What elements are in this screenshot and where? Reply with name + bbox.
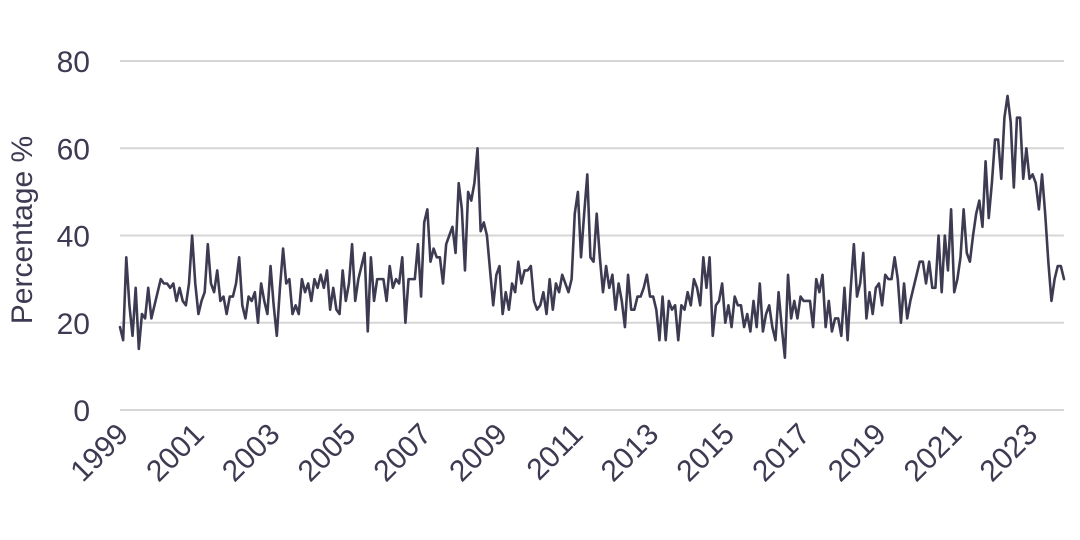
y-tick-label: 20 — [57, 308, 90, 341]
x-tick-label: 2023 — [974, 418, 1045, 489]
x-tick-label: 2019 — [822, 418, 893, 489]
x-tick-label: 2013 — [595, 418, 666, 489]
x-tick-label: 2005 — [292, 418, 363, 489]
x-tick-label: 2017 — [746, 418, 817, 489]
series-layer — [118, 94, 1066, 359]
gridlines — [120, 60, 1064, 411]
x-axis-tick-labels: 1999 2001 2003 2005 2007 2009 2011 2013 2015 2017… — [64, 418, 1044, 489]
y-axis-tick-labels: 0 20 40 60 80 — [57, 46, 90, 428]
series-line-0 — [118, 94, 1066, 359]
y-tick-label: 40 — [57, 221, 90, 254]
x-tick-label: 2009 — [443, 418, 514, 489]
x-tick-label: 2015 — [671, 418, 742, 489]
x-tick-label: 2001 — [140, 418, 211, 489]
x-tick-label: 1999 — [64, 418, 135, 489]
y-tick-label: 80 — [57, 46, 90, 79]
y-tick-label: 60 — [57, 133, 90, 166]
y-axis-title: Percentage % — [6, 136, 39, 324]
y-tick-label: 0 — [73, 395, 90, 428]
x-tick-label: 2011 — [521, 418, 590, 487]
x-tick-label: 2021 — [898, 418, 969, 489]
x-tick-label: 2007 — [367, 418, 438, 489]
x-tick-label: 2003 — [216, 418, 287, 489]
